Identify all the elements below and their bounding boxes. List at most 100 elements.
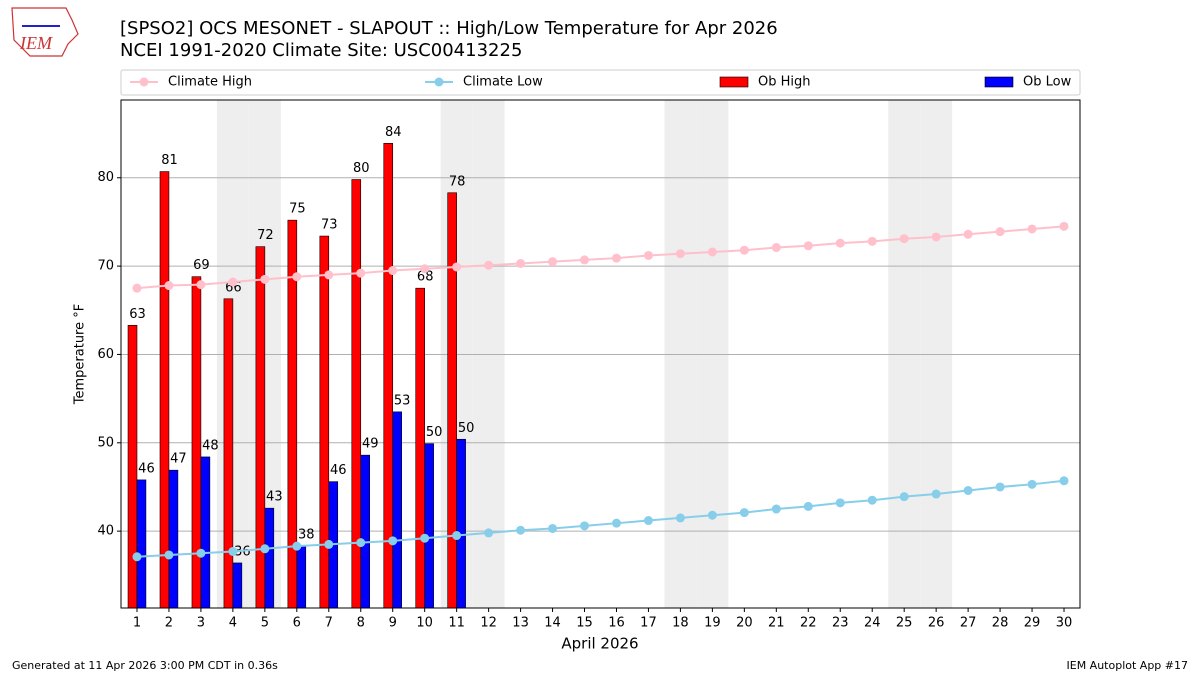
bar (296, 545, 307, 609)
point (803, 241, 813, 251)
chart-subtitle: NCEI 1991-2020 Climate Site: USC00413225 (120, 40, 522, 61)
point (580, 255, 590, 265)
point (484, 528, 494, 538)
bar (168, 469, 179, 609)
x-tick-label: 16 (608, 616, 625, 631)
y-tick-label: 60 (97, 347, 114, 362)
point (995, 227, 1005, 237)
bar (360, 454, 371, 609)
point (675, 249, 685, 259)
x-tick-label: 8 (357, 616, 365, 631)
point (931, 489, 941, 499)
logo-text: IEM (19, 33, 53, 53)
point (132, 552, 142, 562)
point (260, 544, 270, 554)
data-label: 48 (202, 438, 219, 453)
bar (191, 276, 202, 609)
bar (159, 171, 170, 609)
x-tick-label: 11 (448, 616, 465, 631)
point (995, 482, 1005, 492)
point (739, 245, 749, 255)
point (835, 238, 845, 248)
point (675, 513, 685, 523)
point (324, 270, 334, 280)
legend-swatch (719, 76, 749, 88)
point (963, 485, 973, 495)
x-tick-label: 5 (261, 616, 269, 631)
data-label: 80 (353, 161, 370, 176)
point (452, 262, 462, 272)
point (548, 523, 558, 533)
y-tick-label: 40 (97, 524, 114, 539)
point (1059, 221, 1069, 231)
point (356, 268, 366, 278)
data-label: 84 (385, 125, 402, 140)
plot-frame (120, 99, 1081, 609)
legend-label: Climate Low (463, 75, 543, 90)
data-label: 75 (289, 202, 306, 217)
point (196, 280, 206, 290)
x-tick-label: 4 (229, 616, 237, 631)
logo: IEM (11, 7, 79, 57)
chart-title: [SPSO2] OCS MESONET - SLAPOUT :: High/Lo… (120, 18, 778, 39)
point (611, 518, 621, 528)
bar (127, 324, 138, 609)
point (420, 264, 430, 274)
point (164, 550, 174, 560)
point (771, 243, 781, 253)
bar (232, 562, 243, 609)
bar (264, 507, 275, 609)
data-label: 68 (417, 270, 434, 285)
point (580, 521, 590, 531)
x-tick-label: 28 (992, 616, 1009, 631)
bar (424, 443, 434, 609)
point (356, 538, 366, 548)
y-axis-label: Temperature °F (73, 304, 88, 405)
x-tick-label: 1 (133, 616, 141, 631)
bar (200, 456, 211, 609)
data-label: 50 (426, 425, 443, 440)
bar (415, 287, 425, 609)
x-tick-label: 6 (293, 616, 301, 631)
bar (456, 438, 466, 609)
point (228, 546, 238, 556)
x-tick-label: 19 (704, 616, 721, 631)
x-tick-label: 24 (864, 616, 881, 631)
footer-left: Generated at 11 Apr 2026 3:00 PM CDT in … (12, 659, 278, 672)
x-tick-label: 15 (576, 616, 593, 631)
x-tick-label: 20 (736, 616, 753, 631)
data-label: 78 (449, 174, 466, 189)
data-label: 73 (321, 218, 338, 233)
data-label: 46 (138, 461, 155, 476)
footer-right: IEM Autoplot App #17 (1067, 659, 1189, 672)
point (739, 508, 749, 518)
data-label: 50 (458, 421, 475, 436)
data-label: 72 (257, 228, 274, 243)
legend-label: Climate High (168, 75, 252, 90)
point (516, 525, 526, 535)
line (136, 225, 1065, 290)
y-tick-label: 50 (97, 435, 114, 450)
x-tick-label: 14 (544, 616, 561, 631)
data-label: 47 (170, 452, 187, 467)
x-tick-label: 29 (1024, 616, 1041, 631)
legend-label: Ob High (758, 75, 811, 90)
data-label: 49 (362, 437, 379, 452)
data-label: 63 (129, 307, 146, 322)
x-tick-label: 12 (480, 616, 497, 631)
point (388, 536, 398, 546)
data-label: 46 (330, 463, 347, 478)
point (899, 492, 909, 502)
point (228, 277, 238, 287)
x-tick-label: 2 (165, 616, 173, 631)
data-label: 36 (234, 544, 251, 559)
x-tick-label: 10 (416, 616, 433, 631)
point (963, 229, 973, 239)
point (1027, 224, 1037, 234)
bar (223, 298, 234, 609)
point (324, 539, 334, 549)
data-label: 69 (193, 258, 210, 273)
point (771, 504, 781, 514)
legend-swatch (139, 77, 149, 87)
point (867, 495, 877, 505)
